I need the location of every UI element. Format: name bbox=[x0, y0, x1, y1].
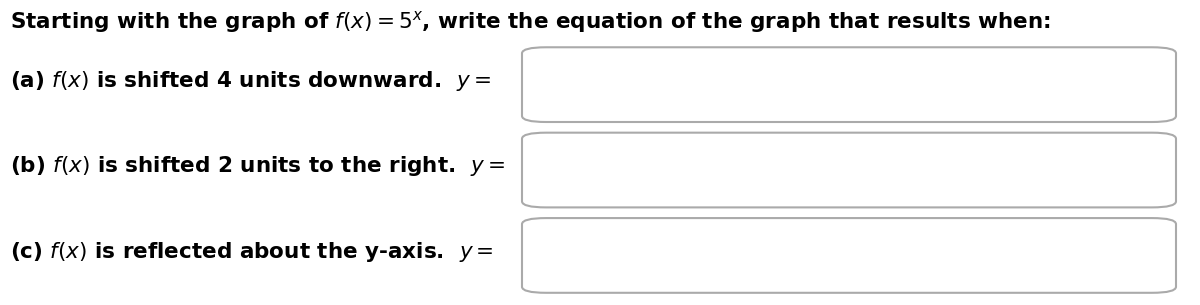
Text: Starting with the graph of $f(x) = 5^x$, write the equation of the graph that re: Starting with the graph of $f(x) = 5^x$,… bbox=[10, 9, 1050, 35]
Text: (a) $f(x)$ is shifted 4 units downward.  $y =$: (a) $f(x)$ is shifted 4 units downward. … bbox=[10, 69, 491, 93]
FancyBboxPatch shape bbox=[522, 133, 1176, 207]
Text: (b) $f(x)$ is shifted 2 units to the right.  $y =$: (b) $f(x)$ is shifted 2 units to the rig… bbox=[10, 154, 505, 178]
FancyBboxPatch shape bbox=[522, 47, 1176, 122]
Text: (c) $f(x)$ is reflected about the y-axis.  $y =$: (c) $f(x)$ is reflected about the y-axis… bbox=[10, 240, 493, 264]
FancyBboxPatch shape bbox=[522, 218, 1176, 293]
